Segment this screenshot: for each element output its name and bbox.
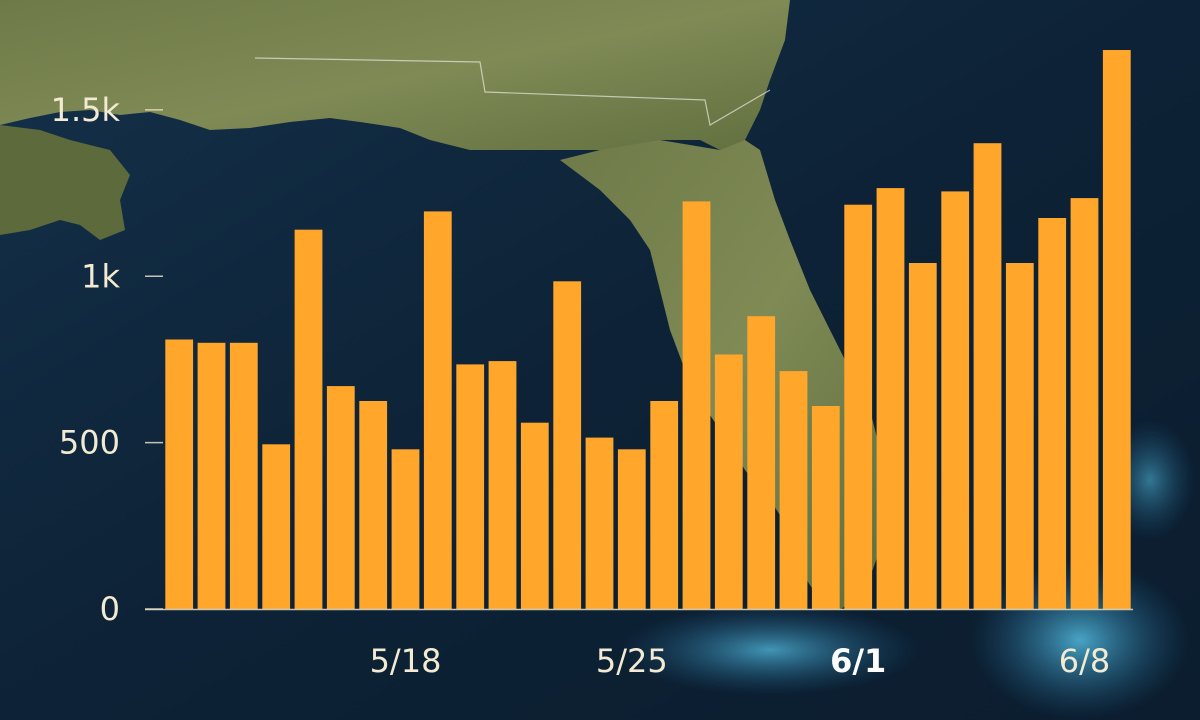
bars-group	[165, 50, 1131, 609]
bar-6-5	[973, 143, 1002, 609]
x-tick-label: 5/25	[596, 642, 668, 680]
bar-6-1	[844, 204, 873, 609]
bar-5-28	[714, 354, 743, 609]
bar-6-7	[1038, 218, 1067, 609]
bar-5-15	[294, 229, 323, 609]
bar-5-11	[165, 339, 194, 609]
bar-5-31	[811, 406, 840, 609]
bar-6-8	[1070, 198, 1099, 609]
bar-6-4	[941, 191, 970, 609]
land-delta	[0, 125, 130, 240]
x-axis-ticks: 5/18 5/25 6/1 6/8	[370, 642, 1111, 680]
bar-5-18	[391, 449, 420, 609]
x-tick-label: 6/1	[830, 642, 886, 680]
y-tick-label: 1k	[81, 257, 120, 295]
bar-5-23	[553, 281, 582, 609]
bar-5-21	[488, 361, 517, 609]
bar-5-25	[617, 449, 646, 609]
bar-5-29	[747, 316, 776, 609]
bar-5-27	[682, 201, 711, 609]
shallow-keys	[620, 605, 920, 695]
bar-5-22	[520, 422, 549, 609]
bar-5-12	[197, 342, 226, 609]
bar-5-19	[423, 211, 452, 609]
x-tick-label: 6/8	[1059, 642, 1111, 680]
y-axis-ticks: 0 500 1k 1.5k	[51, 91, 163, 628]
bar-6-9	[1102, 50, 1131, 609]
bar-6-6	[1005, 263, 1034, 609]
bar-5-16	[326, 386, 355, 609]
y-tick-label: 0	[100, 590, 120, 628]
state-borders	[254, 57, 771, 126]
y-tick-label: 1.5k	[51, 91, 121, 129]
bar-6-3	[908, 263, 937, 609]
land-north	[0, 0, 790, 160]
bar-5-20	[456, 364, 485, 609]
bar-5-13	[229, 342, 258, 609]
y-tick-label: 500	[59, 424, 120, 462]
bar-5-14	[262, 444, 291, 609]
bar-6-2	[876, 188, 905, 609]
bar-5-17	[359, 401, 388, 609]
bar-5-26	[650, 401, 679, 609]
x-tick-label: 5/18	[370, 642, 442, 680]
bar-5-30	[779, 371, 808, 609]
bar-5-24	[585, 437, 614, 609]
